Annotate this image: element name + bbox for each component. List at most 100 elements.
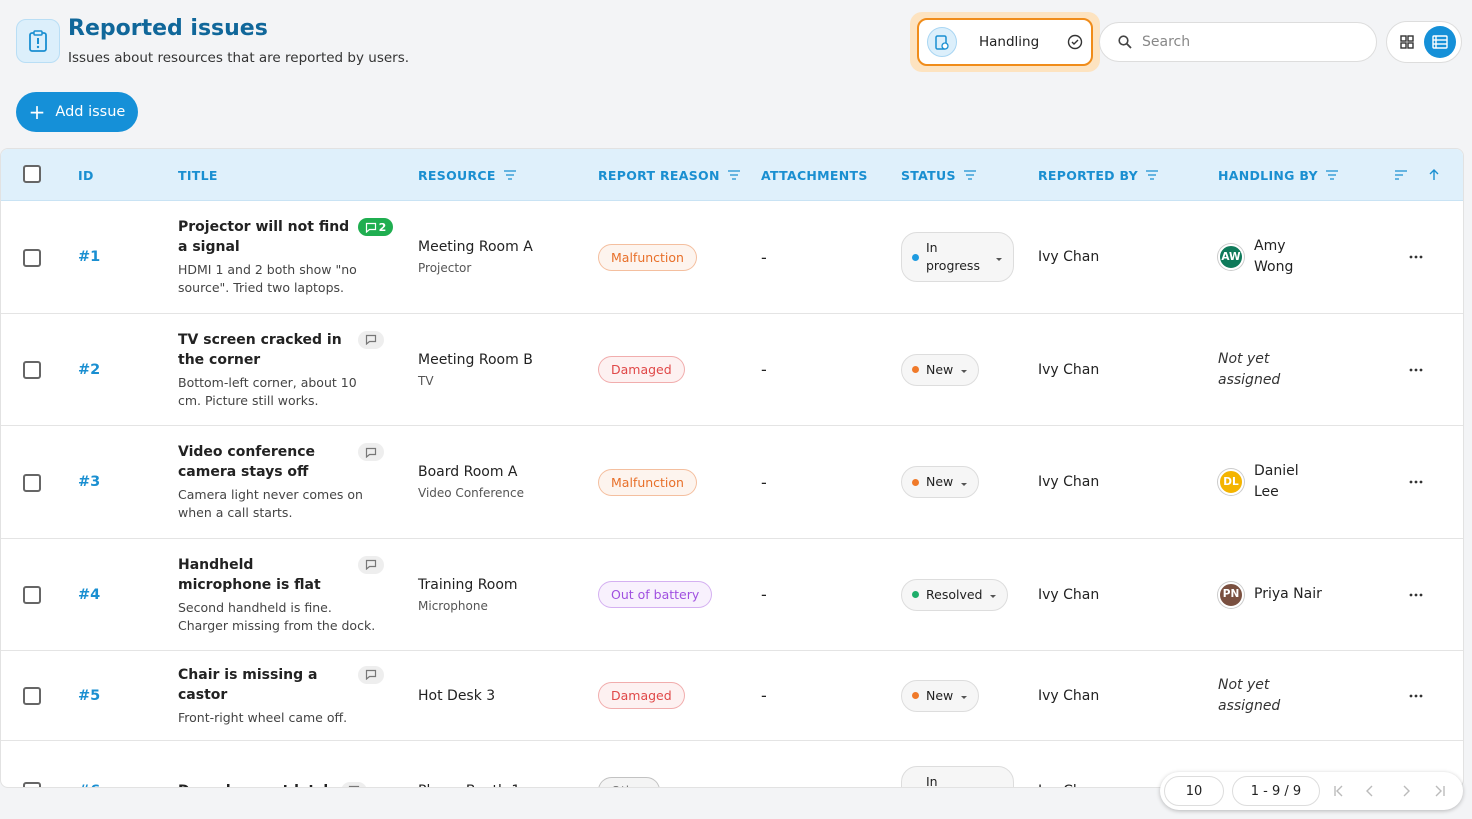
cell: -: [761, 314, 767, 425]
column-label: REPORT REASON: [598, 167, 720, 183]
cell: #2: [78, 314, 100, 425]
status-select[interactable]: Resolved: [901, 578, 1009, 611]
attachments: -: [761, 472, 767, 492]
filter-icon[interactable]: [1146, 170, 1159, 180]
reason-tag: Malfunction: [598, 468, 697, 496]
status-caret: [960, 362, 968, 377]
comment-indicator[interactable]: [358, 555, 384, 574]
row-menu[interactable]: [1409, 651, 1423, 740]
select-all-checkbox[interactable]: [23, 165, 41, 183]
issue-id[interactable]: #1: [78, 249, 101, 265]
handler-name: Daniel Lee: [1254, 463, 1299, 500]
row-checkbox[interactable]: [23, 248, 41, 267]
issue-id[interactable]: #3: [78, 474, 101, 490]
resource-type: TV: [418, 373, 434, 388]
reason-tag: Damaged: [598, 356, 685, 383]
row-checkbox[interactable]: [23, 782, 41, 787]
status-select[interactable]: In progress: [901, 232, 1014, 282]
issue-id[interactable]: #6: [78, 783, 100, 788]
title-line: Handheld microphone is flat: [178, 555, 393, 595]
status-dot: [912, 478, 919, 486]
filter-icon[interactable]: [963, 170, 976, 180]
status-select[interactable]: In progress: [901, 765, 1014, 787]
cell: AW Amy Wong: [1218, 201, 1324, 313]
cell: Damaged: [598, 651, 685, 740]
search-box[interactable]: Search: [1099, 22, 1377, 62]
row-checkbox[interactable]: [23, 361, 41, 379]
column-label: STATUS: [901, 167, 956, 183]
search-placeholder: Search: [1142, 34, 1191, 50]
comment-indicator[interactable]: [358, 330, 384, 349]
filter-icon: [927, 27, 957, 57]
table-view-button[interactable]: [1423, 25, 1457, 59]
filter-icon[interactable]: [727, 170, 740, 180]
filter-icon[interactable]: [503, 170, 516, 180]
status-caret: [995, 783, 1003, 787]
handler: AW Amy Wong: [1218, 236, 1324, 278]
status-select[interactable]: New: [901, 353, 980, 386]
status-dot: [912, 591, 919, 598]
resource-name: Training Room: [418, 576, 518, 593]
issue-description: Camera light never comes on when a call …: [178, 487, 363, 520]
cell: Ivy Chan: [1038, 201, 1099, 313]
pagination: 10 1 - 9 / 9: [1160, 772, 1463, 810]
issue-id[interactable]: #4: [78, 586, 101, 603]
sort-controls[interactable]: [1395, 149, 1439, 201]
grid-view-button[interactable]: [1392, 27, 1422, 57]
page-icon: [16, 19, 60, 63]
add-issue-button[interactable]: + Add issue: [16, 92, 138, 132]
column-label: REPORTED BY: [1038, 167, 1139, 183]
issue-id[interactable]: #5: [78, 687, 101, 704]
row-menu[interactable]: [1409, 201, 1423, 313]
handler-name: Priya Nair: [1254, 586, 1322, 602]
resource-name: Board Room A: [418, 464, 518, 480]
issue-row[interactable]: #2 TV screen cracked in the corner Bottom-…: [1, 314, 1463, 426]
column-label: RESOURCE: [418, 167, 496, 183]
issue-title: Projector will not find a signal: [178, 219, 350, 255]
row-menu[interactable]: [1409, 426, 1423, 538]
issue-row[interactable]: #6 Door does not latch Phone Booth 1 Other -…: [1, 741, 1463, 788]
comment-indicator[interactable]: [358, 665, 384, 684]
row-checkbox[interactable]: [23, 473, 41, 492]
status-label: New: [926, 361, 954, 377]
reported-by: Ivy Chan: [1038, 783, 1099, 788]
issue-row[interactable]: #5 Chair is missing a castor Front-right w…: [1, 651, 1463, 741]
issue-title: TV screen cracked in the corner: [178, 331, 342, 368]
handler-avatar: DL: [1218, 469, 1244, 495]
issue-id[interactable]: #2: [78, 361, 101, 378]
handler: PN Priya Nair: [1218, 581, 1322, 608]
attachments: -: [761, 247, 767, 267]
issue-row[interactable]: #3 Video conference camera stays off Camer…: [1, 426, 1463, 539]
row-checkbox[interactable]: [23, 586, 41, 604]
column-header: TITLE: [178, 149, 218, 201]
filter-icon[interactable]: [1325, 170, 1338, 180]
issue-description: HDMI 1 and 2 both show "no source". Trie…: [178, 262, 357, 295]
handler-name: Amy Wong: [1254, 238, 1294, 275]
status-select[interactable]: New: [901, 679, 980, 712]
column-label: TITLE: [178, 167, 218, 183]
handling-filter[interactable]: Handling: [917, 18, 1093, 66]
row-menu[interactable]: [1409, 539, 1423, 650]
row-checkbox[interactable]: [23, 687, 41, 705]
cell: PN Priya Nair: [1218, 539, 1322, 650]
row-menu[interactable]: [1409, 314, 1423, 425]
comment-indicator[interactable]: 2: [358, 218, 393, 236]
column-header: ID: [78, 149, 94, 201]
comment-indicator[interactable]: [341, 781, 368, 787]
page-size[interactable]: 10: [1164, 776, 1224, 806]
page-title: Reported issues: [68, 16, 268, 41]
cell: Out of battery: [598, 539, 713, 650]
resource-type: Video Conference: [418, 486, 525, 500]
issue-title: Chair is missing a castor: [178, 666, 318, 703]
cell: Board Room A Video Conference: [418, 426, 588, 538]
issue-row[interactable]: #4 Handheld microphone is flat Second hand…: [1, 539, 1463, 651]
reason-tag: Other: [598, 777, 660, 787]
comment-indicator[interactable]: [358, 443, 384, 461]
column-header: REPORTED BY: [1038, 149, 1159, 201]
comment-count: 2: [378, 220, 387, 234]
cell: #4: [78, 539, 100, 650]
handler-unassigned: Not yet assigned: [1218, 350, 1281, 388]
status-select[interactable]: New: [901, 466, 980, 498]
column-header: ATTACHMENTS: [761, 149, 868, 201]
issue-row[interactable]: #1 Projector will not find a signal 2 HDMI …: [1, 201, 1463, 314]
